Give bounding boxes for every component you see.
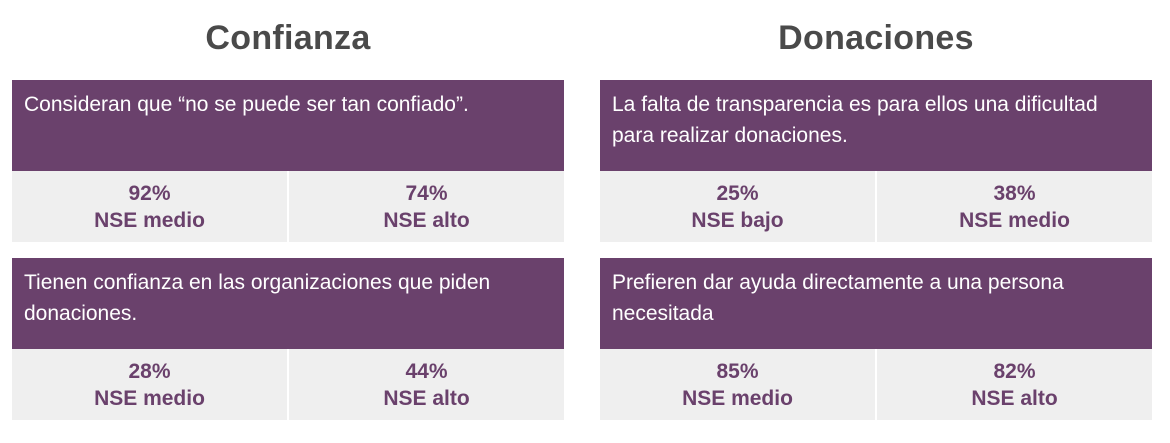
- finding-statement: Tienen confianza en las organizaciones q…: [12, 258, 564, 349]
- finding-card: La falta de transparencia es para ellos …: [600, 80, 1152, 242]
- stats-row: 28% NSE medio 44% NSE alto: [12, 349, 564, 420]
- column-title: Confianza: [205, 19, 371, 57]
- stat-label: NSE bajo: [691, 208, 784, 232]
- stat-label: NSE alto: [383, 386, 470, 410]
- stat-value: 38%: [993, 181, 1036, 205]
- stat-cell: 28% NSE medio: [12, 349, 287, 420]
- finding-statement: La falta de transparencia es para ellos …: [600, 80, 1152, 171]
- stat-cell: 25% NSE bajo: [600, 171, 875, 242]
- stat-label: NSE medio: [94, 208, 205, 232]
- stat-label: NSE alto: [971, 386, 1058, 410]
- stats-row: 85% NSE medio 82% NSE alto: [600, 349, 1152, 420]
- stat-value: 92%: [128, 181, 171, 205]
- stats-row: 92% NSE medio 74% NSE alto: [12, 171, 564, 242]
- stat-cell: 44% NSE alto: [287, 349, 564, 420]
- column-title: Donaciones: [778, 19, 974, 57]
- stat-value: 44%: [405, 359, 448, 383]
- stat-cell: 92% NSE medio: [12, 171, 287, 242]
- stat-value: 85%: [716, 359, 759, 383]
- finding-card: Prefieren dar ayuda directamente a una p…: [600, 258, 1152, 420]
- stat-cell: 85% NSE medio: [600, 349, 875, 420]
- stat-value: 74%: [405, 181, 448, 205]
- stat-label: NSE medio: [94, 386, 205, 410]
- finding-card: Tienen confianza en las organizaciones q…: [12, 258, 564, 420]
- stat-value: 25%: [716, 181, 759, 205]
- stat-label: NSE alto: [383, 208, 470, 232]
- stat-cell: 74% NSE alto: [287, 171, 564, 242]
- stat-label: NSE medio: [682, 386, 793, 410]
- stat-label: NSE medio: [959, 208, 1070, 232]
- stat-cell: 38% NSE medio: [875, 171, 1152, 242]
- stat-cell: 82% NSE alto: [875, 349, 1152, 420]
- confianza-column: Confianza Consideran que “no se puede se…: [12, 0, 564, 420]
- stat-value: 82%: [993, 359, 1036, 383]
- finding-card: Consideran que “no se puede ser tan conf…: [12, 80, 564, 242]
- finding-statement: Consideran que “no se puede ser tan conf…: [12, 80, 564, 171]
- donaciones-column: Donaciones La falta de transparencia es …: [600, 0, 1152, 420]
- finding-statement: Prefieren dar ayuda directamente a una p…: [600, 258, 1152, 349]
- stat-value: 28%: [128, 359, 171, 383]
- stats-row: 25% NSE bajo 38% NSE medio: [600, 171, 1152, 242]
